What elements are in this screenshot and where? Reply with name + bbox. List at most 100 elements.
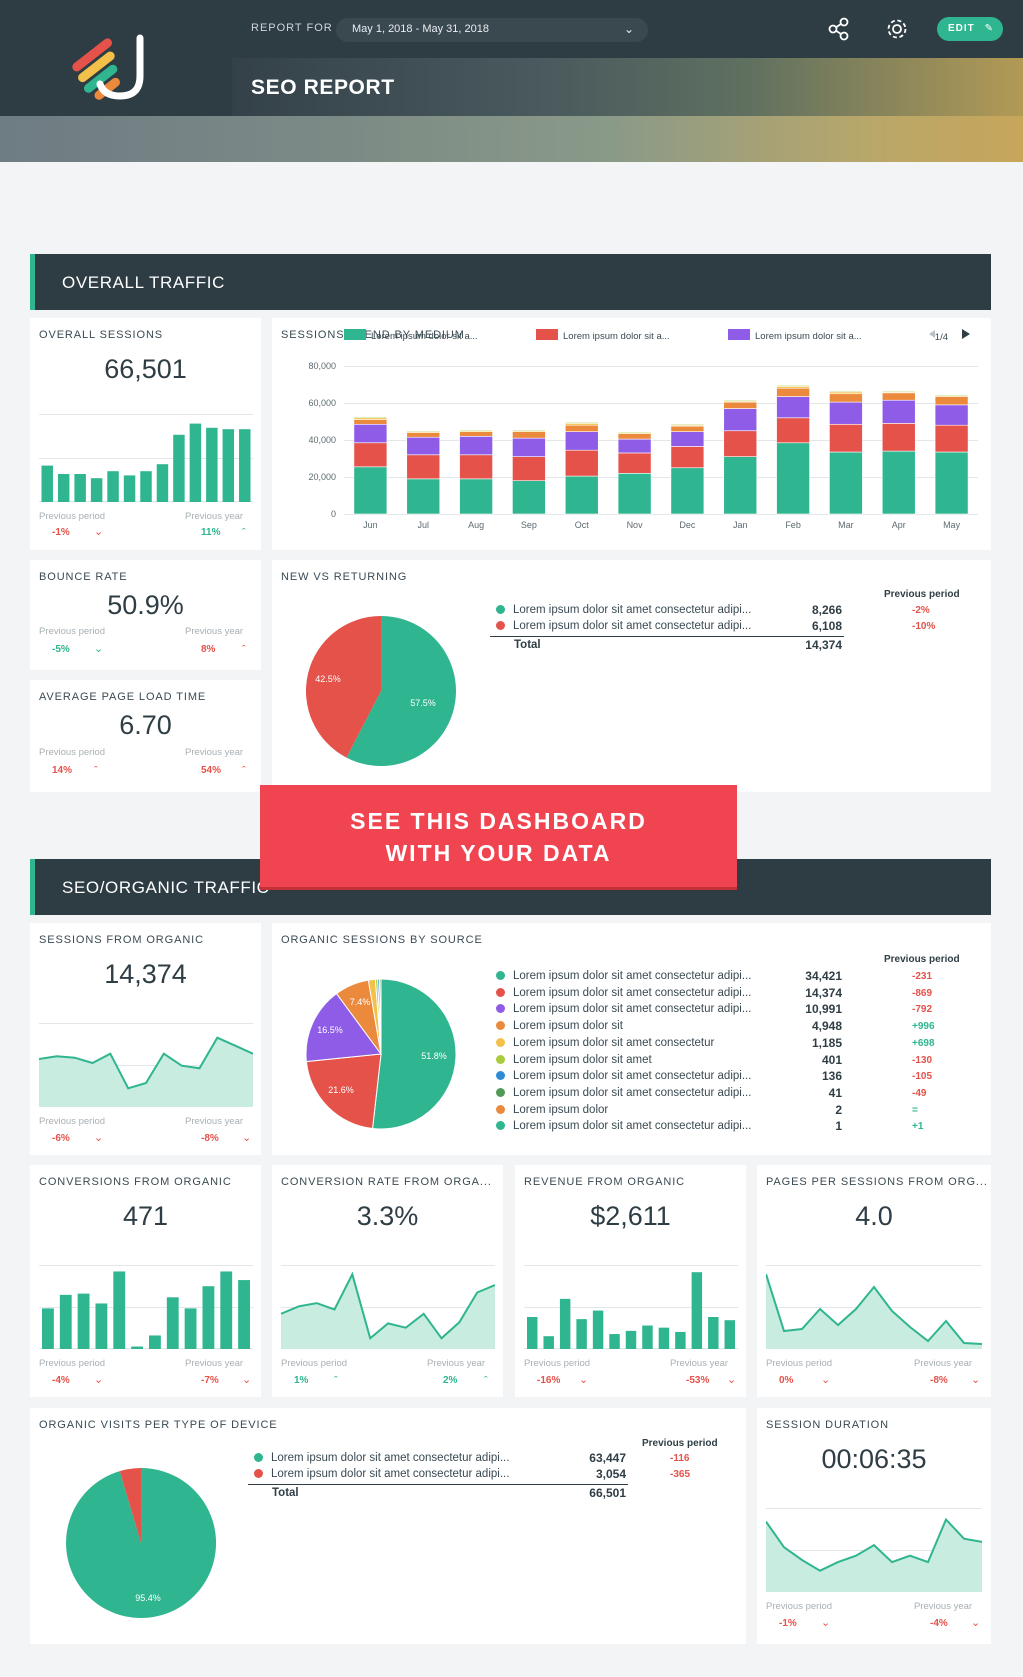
bar-segment-lime-jun[interactable] (353, 416, 388, 419)
spark-bar (173, 434, 185, 502)
edit-button[interactable]: EDIT ✎ (937, 17, 1003, 41)
bar-segment-lime-feb[interactable] (776, 385, 810, 387)
section-overall-traffic: OVERALL TRAFFIC (30, 254, 991, 310)
bar-segment-orange-aug[interactable] (459, 431, 493, 437)
bar-segment-orange-sep[interactable] (512, 431, 546, 439)
pie-slice (371, 979, 456, 1129)
see-dashboard-cta-button[interactable]: SEE THIS DASHBOARD WITH YOUR DATA (260, 785, 737, 887)
prev-year-delta: 11% (201, 527, 221, 538)
bar-segment-teal-dec[interactable] (670, 467, 705, 515)
bar-segment-red-dec[interactable] (670, 446, 705, 469)
date-range-select[interactable]: May 1, 2018 - May 31, 2018 ⌄ (336, 18, 648, 42)
bar-segment-lime-oct[interactable] (564, 422, 599, 424)
legend-prev-icon[interactable] (929, 330, 935, 338)
bar-segment-red-sep[interactable] (512, 456, 546, 481)
bar-segment-teal-jan[interactable] (723, 456, 758, 515)
bar-segment-purple-apr[interactable] (881, 399, 916, 424)
bar-segment-purple-jan[interactable] (723, 408, 758, 432)
bar-segment-lime-aug[interactable] (459, 429, 493, 432)
bar-segment-purple-sep[interactable] (512, 437, 546, 457)
bar-segment-teal-mar[interactable] (829, 451, 863, 515)
bar-segment-orange-jun[interactable] (353, 419, 388, 425)
bar-segment-orange-mar[interactable] (829, 393, 863, 403)
bar-segment-orange-may[interactable] (934, 396, 969, 406)
bar-segment-red-mar[interactable] (829, 423, 863, 453)
legend-dot (496, 971, 505, 980)
bar-segment-teal-jul[interactable] (406, 478, 441, 515)
up-arrow-icon: ˆ (334, 1375, 338, 1387)
bar-segment-orange-dec[interactable] (670, 425, 705, 432)
row-value: 1 (835, 1119, 842, 1134)
bar-segment-red-apr[interactable] (881, 423, 916, 452)
report-for-label: REPORT FOR (251, 22, 333, 34)
bar-segment-purple-mar[interactable] (829, 401, 863, 425)
bar-segment-teal-aug[interactable] (459, 478, 493, 515)
page-load-card: AVERAGE PAGE LOAD TIME 6.70 Previous per… (30, 680, 261, 792)
bar-segment-teal-may[interactable] (934, 451, 969, 515)
bar-segment-teal-apr[interactable] (881, 450, 916, 515)
bar-segment-purple-feb[interactable] (776, 396, 810, 419)
bar-segment-purple-jul[interactable] (406, 436, 441, 456)
bar-segment-red-jan[interactable] (723, 430, 758, 457)
legend-swatch (728, 329, 750, 340)
bar-segment-red-jun[interactable] (353, 442, 388, 468)
bar-segment-lime-jan[interactable] (723, 399, 758, 402)
bar-segment-red-feb[interactable] (776, 417, 810, 444)
bar-segment-orange-oct[interactable] (564, 424, 599, 432)
row-value: 10,991 (805, 1002, 842, 1017)
bar-segment-lime-sep[interactable] (512, 429, 546, 432)
logo-icon[interactable] (0, 0, 232, 116)
bar-segment-red-oct[interactable] (564, 449, 599, 477)
bar-segment-purple-dec[interactable] (670, 431, 705, 447)
spark-bar (559, 1298, 571, 1349)
spark-bar (57, 474, 70, 502)
legend-next-icon[interactable] (962, 329, 970, 339)
legend-row: Lorem ipsum dolor sit amet consectetur a… (496, 970, 751, 982)
bar-segment-teal-oct[interactable] (564, 475, 599, 515)
bar-segment-red-nov[interactable] (617, 452, 652, 474)
legend-label: Lorem ipsum dolor sit amet consectetur a… (513, 1003, 752, 1016)
sessions-bar-sparkline (39, 414, 253, 502)
bar-segment-purple-jun[interactable] (353, 423, 388, 444)
x-tick-label: Jun (363, 520, 378, 530)
bar-segment-lime-dec[interactable] (670, 423, 705, 426)
bar-segment-purple-aug[interactable] (459, 436, 493, 456)
gear-icon[interactable] (884, 16, 910, 42)
bar-segment-red-jul[interactable] (406, 454, 441, 480)
prev-year-delta: 8% (201, 644, 216, 655)
legend-row: Lorem ipsum dolor (496, 1104, 608, 1116)
bar-segment-red-aug[interactable] (459, 454, 493, 480)
bar-segment-purple-oct[interactable] (564, 431, 599, 451)
kpi-value: 66,501 (104, 354, 187, 384)
bar-segment-orange-nov[interactable] (617, 433, 652, 440)
date-range-value: May 1, 2018 - May 31, 2018 (352, 23, 489, 35)
row-value: 41 (828, 1085, 842, 1100)
bar-segment-lime-mar[interactable] (829, 390, 863, 393)
bar-segment-lime-apr[interactable] (881, 390, 916, 393)
bar-segment-lime-nov[interactable] (617, 431, 652, 433)
kpi-value: 6.70 (119, 710, 172, 740)
bar-segment-orange-apr[interactable] (881, 392, 916, 401)
legend-dot (496, 605, 505, 614)
down-arrow-icon: ⌄ (971, 1374, 981, 1386)
bar-segment-orange-feb[interactable] (776, 387, 810, 397)
bar-segment-orange-jul[interactable] (406, 432, 441, 438)
x-tick-label: Oct (575, 520, 590, 530)
bar-segment-teal-jun[interactable] (353, 466, 388, 515)
bar-segment-teal-sep[interactable] (512, 480, 546, 515)
legend-row: Lorem ipsum dolor sit amet consectetur (496, 1037, 714, 1049)
legend-label: Lorem ipsum dolor sit a... (563, 331, 670, 342)
bar-segment-lime-may[interactable] (934, 394, 969, 396)
bar-segment-teal-nov[interactable] (617, 473, 652, 515)
bar-segment-lime-jul[interactable] (406, 430, 441, 432)
pages-per-session-card: PAGES PER SESSIONS FROM ORG... 4.0 Previ… (757, 1165, 991, 1397)
bar-segment-red-may[interactable] (934, 424, 969, 453)
bar-segment-purple-may[interactable] (934, 404, 969, 426)
bar-segment-teal-feb[interactable] (776, 442, 810, 515)
spark-area (766, 1519, 982, 1592)
bar-segment-purple-nov[interactable] (617, 438, 652, 454)
share-icon[interactable] (826, 16, 852, 42)
card-title: SESSIONS FROM ORGANIC (39, 934, 204, 946)
prev-year-delta: -8% (201, 1133, 219, 1144)
bar-segment-orange-jan[interactable] (723, 401, 758, 409)
